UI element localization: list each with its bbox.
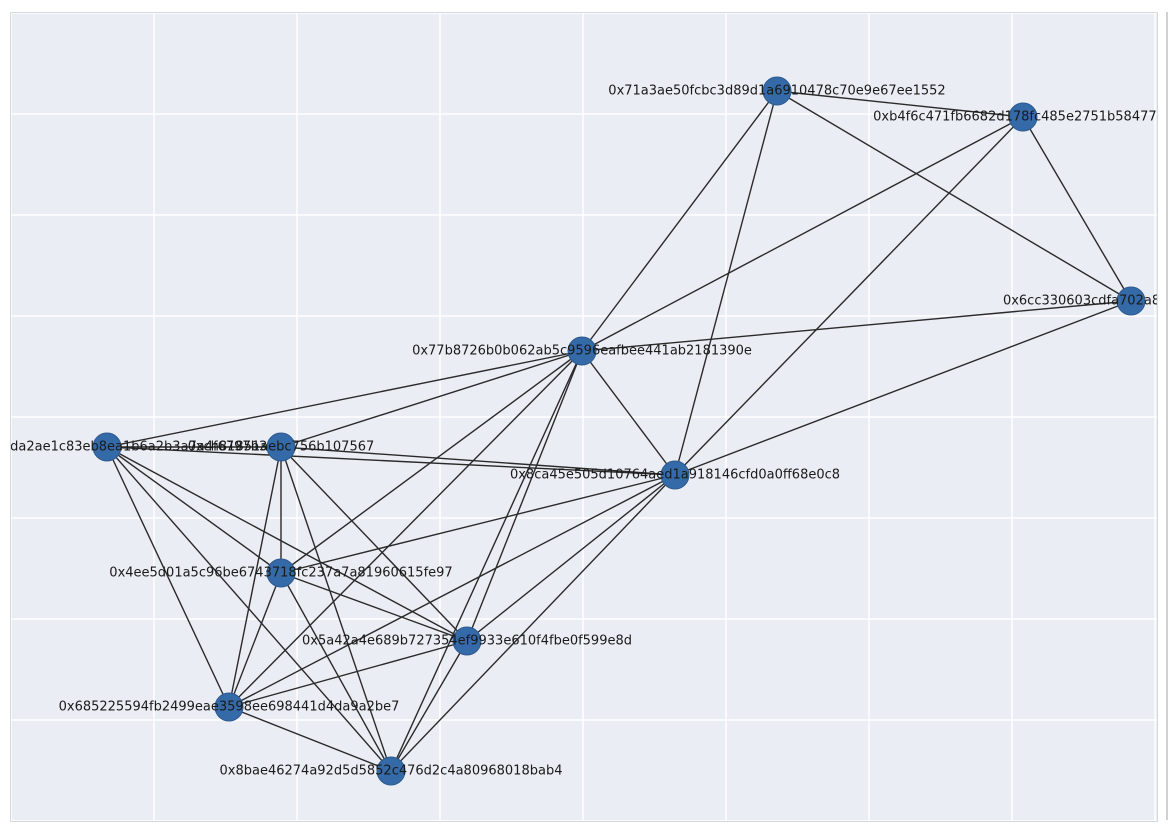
graph-node (453, 627, 481, 655)
edge (107, 351, 582, 447)
edge (281, 475, 675, 573)
edge (107, 447, 281, 573)
edge (281, 447, 675, 475)
edge (391, 351, 582, 771)
edge (582, 351, 675, 475)
edge (229, 641, 467, 707)
edge (777, 91, 1131, 301)
graph-svg: 0x71a3ae50fcbc3d89d1a6910478c70e9e67ee15… (11, 13, 1157, 821)
graph-node (763, 77, 791, 105)
edge (467, 351, 582, 641)
graph-node (267, 559, 295, 587)
edge (582, 301, 1131, 351)
edges-layer (107, 91, 1131, 771)
graph-node (93, 433, 121, 461)
edge (229, 573, 281, 707)
edge (229, 707, 391, 771)
edge (1023, 117, 1131, 301)
graph-node (1117, 287, 1145, 315)
edge (229, 351, 582, 707)
graph-node (661, 461, 689, 489)
nodes-layer (93, 77, 1145, 785)
graph-node (377, 757, 405, 785)
network-plot: 0x71a3ae50fcbc3d89d1a6910478c70e9e67ee15… (10, 12, 1158, 822)
edge (107, 447, 675, 475)
edge (281, 447, 467, 641)
grid-y (11, 13, 1157, 821)
edge (582, 91, 777, 351)
edge (391, 641, 467, 771)
edge (107, 447, 229, 707)
graph-node (568, 337, 596, 365)
edge (229, 475, 675, 707)
graph-node (1009, 103, 1037, 131)
edge (675, 301, 1131, 475)
edge (675, 117, 1023, 475)
graph-node (267, 433, 295, 461)
edge (467, 475, 675, 641)
edge (281, 351, 582, 573)
edge (281, 351, 582, 447)
graph-node (215, 693, 243, 721)
